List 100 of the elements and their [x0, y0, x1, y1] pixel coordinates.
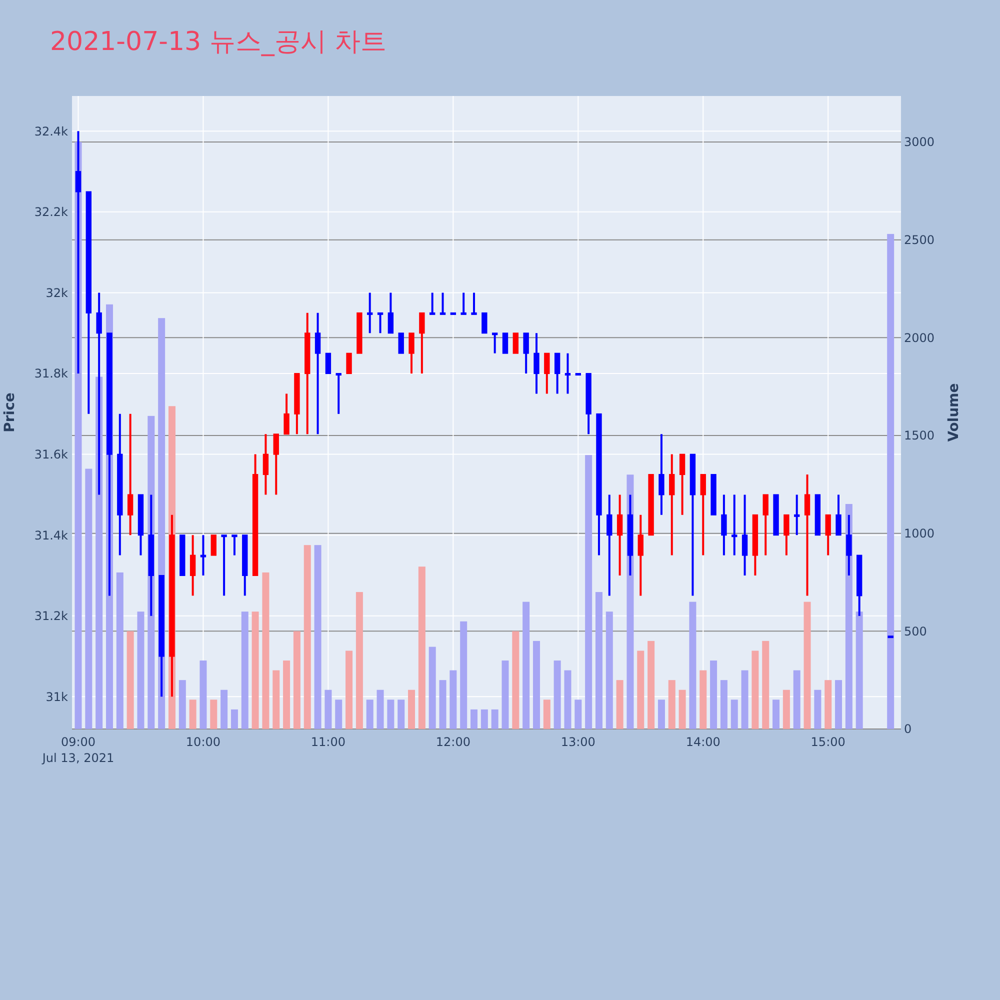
x-tick-label: 11:00: [310, 735, 346, 749]
bar: [335, 700, 342, 729]
candlestick: [679, 453, 686, 516]
bar: [689, 602, 696, 729]
candlestick: [784, 514, 790, 556]
bar: [804, 602, 811, 729]
candlestick: [846, 514, 852, 576]
y-tick-label: 31.2k: [34, 609, 68, 624]
bar: [606, 612, 613, 729]
y-tick-label: 32k: [46, 286, 68, 300]
candlestick: [314, 312, 321, 436]
candlestick: [523, 332, 529, 375]
x-tick-label: 09:00: [60, 735, 96, 749]
bar: [252, 612, 259, 729]
y-tick-label: 32.4k: [34, 124, 68, 138]
y2-tick-label: 1500: [904, 428, 935, 443]
bar: [814, 690, 822, 729]
candlestick: [554, 352, 560, 395]
y2-tick-label: 3000: [904, 135, 935, 150]
candlestick: [742, 494, 748, 576]
bar: [314, 545, 322, 729]
candlestick: [512, 332, 519, 354]
bar: [262, 572, 270, 729]
candlestick: [502, 332, 508, 354]
bar: [324, 690, 332, 729]
bar: [480, 709, 488, 729]
candlestick: [794, 494, 800, 536]
bar: [782, 690, 790, 729]
candlestick: [388, 292, 394, 334]
bar: [408, 690, 416, 729]
bar: [293, 631, 300, 729]
text: Jul 13, 2021: [41, 751, 114, 765]
y-tick-label: 32.2k: [34, 205, 68, 220]
bar: [439, 680, 446, 729]
bar: [730, 700, 738, 729]
bar: [491, 709, 498, 729]
bar: [522, 602, 530, 729]
bar: [460, 621, 468, 729]
bar: [178, 680, 186, 729]
bar: [616, 680, 624, 729]
bar: [752, 650, 759, 729]
bar: [220, 690, 228, 729]
y-tick-label: 31k: [46, 690, 68, 704]
chart-title: 2021-07-13 뉴스_공시 차트: [50, 27, 387, 57]
y-tick-label: 31.6k: [34, 448, 68, 462]
candlestick: [762, 494, 768, 556]
candlestick: [460, 292, 466, 315]
bar: [585, 455, 592, 729]
bar: [835, 680, 842, 729]
bar: [376, 690, 384, 729]
bar: [210, 700, 218, 729]
candlestick: [616, 494, 623, 576]
candlestick: [482, 312, 488, 334]
bar: [189, 700, 196, 729]
y2-axis-title: Volume: [946, 383, 962, 442]
bar: [668, 680, 676, 729]
candlestick: [492, 332, 498, 354]
bar: [241, 612, 248, 729]
candlestick: [721, 494, 727, 556]
y-axis-title: Price: [2, 392, 18, 432]
y2-tick-label: 2500: [904, 233, 935, 248]
bar: [574, 700, 582, 729]
y2-tick-label: 2000: [904, 330, 935, 345]
bar: [564, 670, 572, 729]
candlestick: [273, 433, 279, 496]
x-tick-label: 15:00: [810, 735, 846, 749]
candlestick: [221, 534, 227, 597]
bar: [762, 640, 770, 729]
candlestick: [408, 332, 414, 375]
y2-tick-label: 1000: [904, 526, 935, 541]
bar: [470, 709, 478, 729]
candlestick: [638, 514, 644, 597]
bar: [116, 572, 124, 729]
bar: [366, 700, 374, 729]
candlestick: [669, 453, 675, 556]
bar: [678, 690, 686, 729]
candlestick: [419, 312, 425, 375]
bar: [700, 670, 707, 729]
bar: [450, 670, 457, 729]
bar: [532, 640, 540, 729]
candlestick: [430, 292, 436, 315]
bar: [200, 660, 207, 729]
y2-tick-label: 500: [904, 624, 927, 638]
bar: [418, 566, 426, 729]
candlestick: [367, 292, 373, 334]
bar: [356, 592, 363, 729]
x-tick-label: 12:00: [436, 735, 470, 749]
bar: [126, 631, 134, 729]
candlestick: [336, 372, 342, 415]
bar: [720, 680, 728, 729]
bar: [230, 709, 238, 729]
candlestick: [471, 292, 477, 315]
candlestick: [836, 494, 842, 536]
candlestick: [284, 392, 290, 436]
bar: [887, 234, 894, 729]
bar: [658, 700, 665, 729]
candlestick: [606, 494, 612, 597]
candlestick: [564, 352, 571, 395]
bar: [85, 468, 92, 729]
bar: [637, 650, 644, 729]
